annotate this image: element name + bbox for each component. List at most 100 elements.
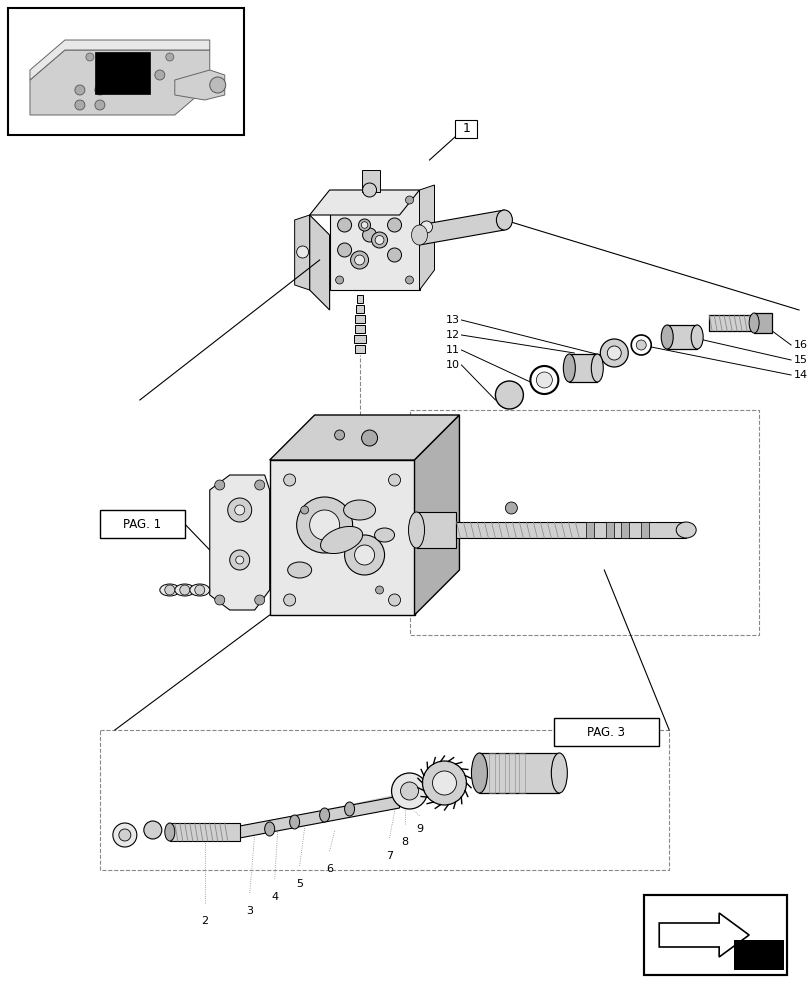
Ellipse shape <box>350 251 368 269</box>
Ellipse shape <box>495 381 523 409</box>
Ellipse shape <box>344 802 354 816</box>
Ellipse shape <box>86 53 94 61</box>
Bar <box>708 315 763 331</box>
Ellipse shape <box>387 248 401 262</box>
Bar <box>100 510 185 538</box>
Ellipse shape <box>309 510 339 540</box>
Ellipse shape <box>354 255 364 265</box>
Bar <box>643 895 786 975</box>
Text: PAG. 3: PAG. 3 <box>586 726 624 738</box>
Bar <box>569 354 597 382</box>
Bar <box>354 325 364 333</box>
Bar <box>641 522 649 538</box>
Bar <box>455 120 477 138</box>
Text: 10: 10 <box>445 360 459 370</box>
Ellipse shape <box>411 225 427 245</box>
Polygon shape <box>269 415 459 460</box>
Bar <box>733 940 783 970</box>
Ellipse shape <box>343 500 375 520</box>
Ellipse shape <box>551 753 567 793</box>
Polygon shape <box>30 50 209 115</box>
Ellipse shape <box>165 823 174 841</box>
Ellipse shape <box>676 522 695 538</box>
Polygon shape <box>329 190 419 290</box>
Bar <box>620 522 629 538</box>
Bar <box>416 512 456 548</box>
Bar <box>606 522 614 538</box>
Polygon shape <box>209 475 269 610</box>
Ellipse shape <box>363 228 376 242</box>
Ellipse shape <box>195 585 204 595</box>
Text: 6: 6 <box>326 864 333 874</box>
Ellipse shape <box>563 354 575 382</box>
Ellipse shape <box>174 584 195 596</box>
Bar <box>95 52 150 94</box>
Polygon shape <box>239 796 399 838</box>
Bar <box>643 895 786 975</box>
Polygon shape <box>294 215 309 290</box>
Ellipse shape <box>190 584 209 596</box>
Bar <box>356 295 363 303</box>
Ellipse shape <box>214 595 225 605</box>
Text: 16: 16 <box>793 340 807 350</box>
Polygon shape <box>269 460 414 615</box>
Ellipse shape <box>320 526 363 554</box>
Ellipse shape <box>296 497 352 553</box>
Ellipse shape <box>334 430 344 440</box>
Ellipse shape <box>375 236 384 244</box>
Ellipse shape <box>599 339 628 367</box>
Bar <box>554 718 659 746</box>
Ellipse shape <box>95 100 105 110</box>
Ellipse shape <box>432 771 456 795</box>
Text: 11: 11 <box>445 345 459 355</box>
Text: 13: 13 <box>445 315 459 325</box>
Text: 2: 2 <box>201 916 208 926</box>
Text: 12: 12 <box>444 330 459 340</box>
Bar <box>508 753 515 793</box>
Ellipse shape <box>214 480 225 490</box>
Ellipse shape <box>387 218 401 232</box>
Ellipse shape <box>95 85 105 95</box>
Bar <box>753 313 771 333</box>
Ellipse shape <box>283 474 295 486</box>
Ellipse shape <box>165 53 174 61</box>
Ellipse shape <box>388 594 400 606</box>
Text: 5: 5 <box>296 879 303 889</box>
Ellipse shape <box>660 325 672 349</box>
Ellipse shape <box>344 535 384 575</box>
Text: 9: 9 <box>415 824 423 834</box>
Bar <box>586 522 594 538</box>
Ellipse shape <box>335 276 343 284</box>
Ellipse shape <box>422 761 466 805</box>
Polygon shape <box>659 913 749 957</box>
Ellipse shape <box>179 585 190 595</box>
Ellipse shape <box>405 196 413 204</box>
Ellipse shape <box>160 584 179 596</box>
Ellipse shape <box>636 340 646 350</box>
Polygon shape <box>309 190 419 215</box>
Ellipse shape <box>363 183 376 197</box>
Ellipse shape <box>144 821 161 839</box>
Ellipse shape <box>420 221 432 233</box>
Bar <box>100 730 668 870</box>
Polygon shape <box>309 215 329 310</box>
Ellipse shape <box>235 556 243 564</box>
Ellipse shape <box>607 346 620 360</box>
Ellipse shape <box>388 474 400 486</box>
Bar <box>478 753 559 793</box>
Bar <box>499 753 504 793</box>
Ellipse shape <box>255 480 264 490</box>
Bar <box>456 522 685 538</box>
Ellipse shape <box>230 550 250 570</box>
Text: 15: 15 <box>793 355 807 365</box>
Ellipse shape <box>300 506 308 514</box>
Bar <box>519 753 525 793</box>
Bar <box>409 410 758 635</box>
Ellipse shape <box>405 276 413 284</box>
Ellipse shape <box>209 77 225 93</box>
Ellipse shape <box>496 210 512 230</box>
Ellipse shape <box>337 218 351 232</box>
Ellipse shape <box>400 782 418 800</box>
Ellipse shape <box>118 829 131 841</box>
Ellipse shape <box>290 815 299 829</box>
